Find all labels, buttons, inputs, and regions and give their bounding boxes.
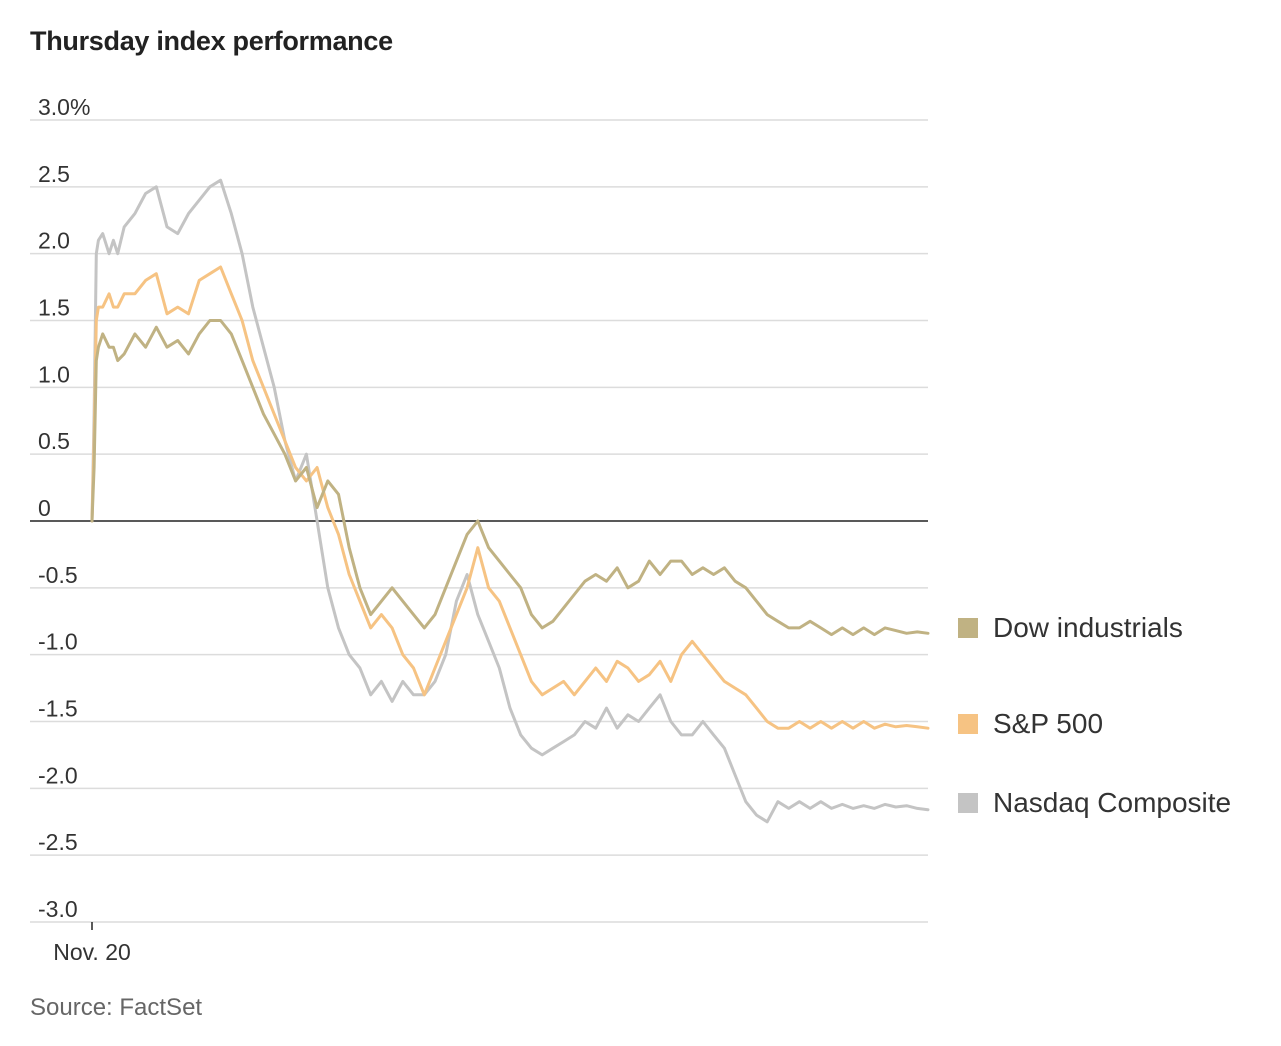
- y-tick-label: 2.0: [38, 228, 70, 254]
- legend-label-nasdaq-composite: Nasdaq Composite: [993, 787, 1231, 818]
- series-lines: [90, 178, 930, 824]
- legend-label-dow-industrials: Dow industrials: [993, 612, 1183, 643]
- x-axis: Nov. 20: [53, 922, 131, 965]
- y-tick-label: 0.5: [38, 428, 70, 454]
- y-tick-label: 1.0: [38, 361, 70, 387]
- legend-swatch-dow-industrials: [958, 618, 978, 638]
- series-line-dow-industrials: [90, 319, 930, 637]
- y-tick-label: -3.0: [38, 896, 78, 922]
- legend-swatch-nasdaq-composite: [958, 793, 978, 813]
- y-tick-label: -2.0: [38, 762, 78, 788]
- y-tick-label: 3.0%: [38, 94, 90, 120]
- x-tick-label: Nov. 20: [53, 939, 131, 965]
- y-tick-label: 0: [38, 495, 51, 521]
- legend-label-s-p-500: S&P 500: [993, 708, 1103, 739]
- y-tick-label: 2.5: [38, 161, 70, 187]
- y-tick-label: -2.5: [38, 829, 78, 855]
- y-tick-label: -1.5: [38, 696, 78, 722]
- y-tick-label: 1.5: [38, 295, 70, 321]
- y-tick-label: -1.0: [38, 629, 78, 655]
- series-line-s-p-500: [90, 265, 930, 730]
- legend-swatch-s-p-500: [958, 714, 978, 734]
- series-line-nasdaq-composite: [90, 178, 930, 824]
- chart-title: Thursday index performance: [30, 26, 393, 56]
- gridlines: [30, 119, 928, 923]
- y-axis-tick-labels: 3.0% 2.5 2.0 1.5 1.0 0.5 0 -0.5 -1.0 -1.5 -2.0 -2.5…: [38, 94, 90, 922]
- legend: Dow industrials S&P 500 Nasdaq Composite: [958, 612, 1231, 818]
- source-note: Source: FactSet: [30, 994, 203, 1021]
- y-tick-label: -0.5: [38, 562, 78, 588]
